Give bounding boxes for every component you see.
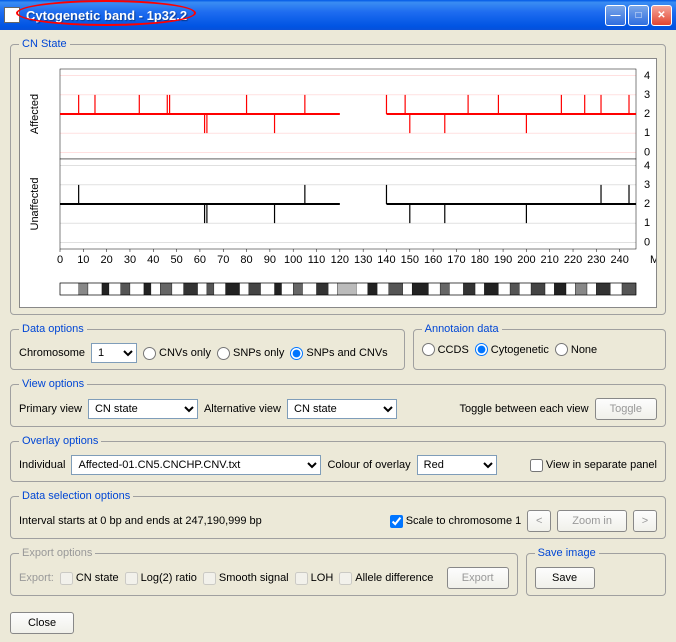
export-label: Export options [19, 547, 95, 559]
save-button[interactable]: Save [535, 567, 595, 589]
annotation-data-panel: Annotaion data CCDS Cytogenetic None [413, 323, 666, 370]
svg-text:2: 2 [644, 198, 650, 210]
svg-text:210: 210 [541, 254, 559, 266]
svg-text:170: 170 [447, 254, 465, 266]
chromosome-select[interactable]: 1 [91, 343, 137, 363]
export-prefix: Export: [19, 572, 54, 584]
svg-text:1: 1 [644, 127, 650, 139]
maximize-button[interactable]: □ [628, 5, 649, 26]
svg-text:Mb: Mb [650, 254, 656, 266]
svg-text:30: 30 [124, 254, 136, 266]
svg-text:60: 60 [194, 254, 206, 266]
svg-text:4: 4 [644, 160, 650, 172]
data-options-label: Data options [19, 323, 87, 335]
svg-text:140: 140 [377, 254, 395, 266]
alt-view-label: Alternative view [204, 403, 281, 415]
radio-none[interactable]: None [555, 343, 597, 356]
radio-ccds[interactable]: CCDS [422, 343, 469, 356]
cn-state-chart-panel: CN State AffectedUnaffected0123401234010… [10, 38, 666, 315]
svg-text:Unaffected: Unaffected [29, 177, 41, 230]
svg-text:230: 230 [587, 254, 605, 266]
svg-text:40: 40 [147, 254, 159, 266]
svg-text:70: 70 [217, 254, 229, 266]
primary-view-select[interactable]: CN state [88, 399, 198, 419]
minimize-button[interactable]: — [605, 5, 626, 26]
radio-cnvs-only[interactable]: CNVs only [143, 347, 211, 360]
save-label: Save image [535, 547, 599, 559]
individual-label: Individual [19, 459, 65, 471]
svg-text:3: 3 [644, 179, 650, 191]
view-options-panel: View options Primary view CN state Alter… [10, 378, 666, 427]
svg-text:0: 0 [644, 146, 650, 158]
svg-text:90: 90 [264, 254, 276, 266]
data-options-panel: Data options Chromosome 1 CNVs only SNPs… [10, 323, 405, 370]
titlebar: Cytogenetic band - 1p32.2 — □ ✕ [0, 0, 676, 30]
individual-select[interactable]: Affected-01.CN5.CNCHP.CNV.txt [71, 455, 321, 475]
radio-cytogenetic[interactable]: Cytogenetic [475, 343, 549, 356]
svg-text:200: 200 [517, 254, 535, 266]
svg-text:120: 120 [331, 254, 349, 266]
toggle-button[interactable]: Toggle [595, 398, 657, 420]
close-button[interactable]: Close [10, 612, 74, 634]
export-options-panel: Export options Export: CN state Log(2) r… [10, 547, 518, 596]
chart-legend: CN State [19, 38, 70, 50]
svg-text:130: 130 [354, 254, 372, 266]
svg-text:20: 20 [101, 254, 113, 266]
export-smooth-check: Smooth signal [203, 572, 289, 585]
svg-text:10: 10 [77, 254, 89, 266]
svg-text:0: 0 [57, 254, 63, 266]
export-cn-state-check: CN state [60, 572, 119, 585]
svg-text:160: 160 [424, 254, 442, 266]
cn-state-chart: AffectedUnaffected0123401234010203040506… [19, 58, 657, 308]
save-image-panel: Save image Save [526, 547, 666, 596]
window-title: Cytogenetic band - 1p32.2 [26, 8, 605, 23]
overlay-color-select[interactable]: Red [417, 455, 497, 475]
next-button[interactable]: > [633, 510, 657, 532]
app-icon [4, 7, 20, 23]
overlay-options-panel: Overlay options Individual Affected-01.C… [10, 435, 666, 482]
export-allele-check: Allele difference [339, 572, 433, 585]
close-window-button[interactable]: ✕ [651, 5, 672, 26]
selection-label: Data selection options [19, 490, 133, 502]
chromosome-label: Chromosome [19, 347, 85, 359]
separate-panel-check[interactable]: View in separate panel [530, 459, 657, 472]
alt-view-select[interactable]: CN state [287, 399, 397, 419]
svg-text:180: 180 [471, 254, 489, 266]
svg-text:100: 100 [284, 254, 302, 266]
prev-button[interactable]: < [527, 510, 551, 532]
svg-text:2: 2 [644, 108, 650, 120]
svg-text:240: 240 [610, 254, 628, 266]
export-log2-check: Log(2) ratio [125, 572, 197, 585]
svg-text:0: 0 [644, 236, 650, 248]
overlay-color-label: Colour of overlay [327, 459, 410, 471]
view-options-label: View options [19, 378, 87, 390]
svg-text:1: 1 [644, 217, 650, 229]
overlay-label: Overlay options [19, 435, 101, 447]
svg-text:3: 3 [644, 89, 650, 101]
svg-text:Affected: Affected [29, 94, 41, 134]
toggle-label: Toggle between each view [460, 403, 589, 415]
annotation-label: Annotaion data [422, 323, 502, 335]
svg-text:80: 80 [240, 254, 252, 266]
scale-check[interactable]: Scale to chromosome 1 [390, 515, 522, 528]
svg-text:190: 190 [494, 254, 512, 266]
zoom-in-button[interactable]: Zoom in [557, 510, 627, 532]
svg-text:4: 4 [644, 70, 650, 82]
interval-text: Interval starts at 0 bp and ends at 247,… [19, 515, 262, 527]
svg-text:150: 150 [401, 254, 419, 266]
radio-snps-only[interactable]: SNPs only [217, 347, 284, 360]
svg-text:110: 110 [308, 254, 326, 266]
primary-view-label: Primary view [19, 403, 82, 415]
radio-snps-and-cnvs[interactable]: SNPs and CNVs [290, 347, 387, 360]
svg-text:50: 50 [170, 254, 182, 266]
svg-text:220: 220 [564, 254, 582, 266]
export-loh-check: LOH [295, 572, 334, 585]
export-button[interactable]: Export [447, 567, 509, 589]
data-selection-panel: Data selection options Interval starts a… [10, 490, 666, 539]
